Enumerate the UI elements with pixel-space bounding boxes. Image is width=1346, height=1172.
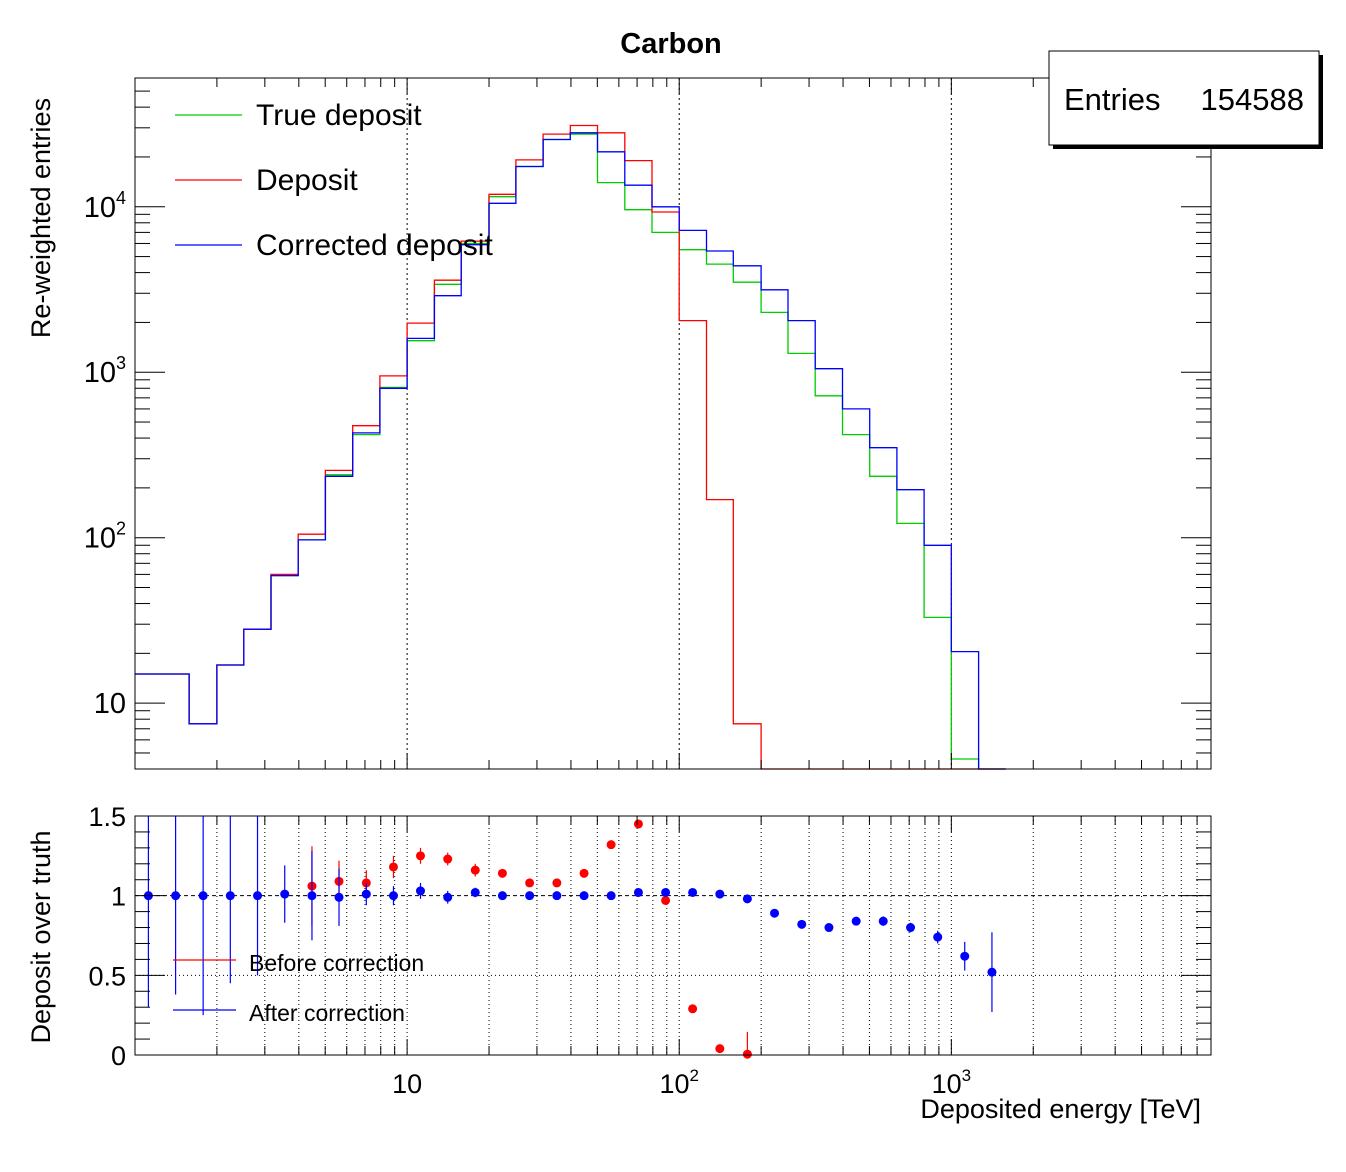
top-y-tick-label: 103 xyxy=(84,353,126,389)
top-axes: 10 102 103 104 xyxy=(84,77,1211,770)
bottom-plot-frame xyxy=(134,815,1212,1056)
data-point-1 xyxy=(960,951,970,961)
data-point-1 xyxy=(715,889,725,899)
data-point-1 xyxy=(579,891,589,901)
data-point-1 xyxy=(633,887,643,897)
data-point-0 xyxy=(388,862,398,872)
top-plot-frame xyxy=(134,77,1212,770)
data-point-1 xyxy=(987,967,997,977)
data-point-0 xyxy=(579,868,589,878)
bottom-legend-label-0: Before correction xyxy=(249,950,424,976)
data-point-1 xyxy=(742,894,752,904)
bottom-axes: 0 0.5 1 1.5 10 102 103 xyxy=(88,802,1211,1099)
data-point-1 xyxy=(171,891,181,901)
top-legend: True deposit Deposit Corrected deposit xyxy=(175,99,493,262)
bottom-y-axis-label: Deposit over truth xyxy=(26,830,56,1043)
top-panel: Carbon Re-weighted entries 10 102 103 104 T… xyxy=(26,28,1323,770)
bottom-legend: Before correction After correction xyxy=(173,950,424,1026)
data-point-0 xyxy=(688,1004,698,1014)
data-point-1 xyxy=(552,891,562,901)
data-point-1 xyxy=(824,923,834,933)
data-point-0 xyxy=(715,1044,725,1054)
data-point-0 xyxy=(552,878,562,888)
bottom-panel: Deposit over truth 0 0.5 1 1.5 10 102 103 Befo… xyxy=(26,802,1212,1124)
data-point-1 xyxy=(388,891,398,901)
top-y-tick-label: 102 xyxy=(84,519,126,555)
data-point-1 xyxy=(661,887,671,897)
data-point-0 xyxy=(742,1049,752,1059)
data-point-0 xyxy=(497,868,507,878)
data-point-1 xyxy=(497,891,507,901)
data-point-1 xyxy=(906,923,916,933)
stats-entries-value: 154588 xyxy=(1201,82,1304,117)
data-point-1 xyxy=(225,891,235,901)
top-series-line-2 xyxy=(135,132,1006,770)
bottom-y-tick-label: 1 xyxy=(111,882,126,912)
bottom-y-tick-label: 0 xyxy=(111,1041,126,1071)
x-tick-label: 10 xyxy=(392,1069,422,1099)
data-point-1 xyxy=(361,889,371,899)
data-point-1 xyxy=(470,887,480,897)
bottom-legend-label-1: After correction xyxy=(249,1000,405,1026)
data-point-1 xyxy=(416,886,426,896)
data-point-1 xyxy=(443,892,453,902)
data-point-1 xyxy=(280,889,290,899)
data-point-0 xyxy=(443,854,453,864)
stats-box: Entries 154588 xyxy=(1048,50,1323,149)
stats-box-frame xyxy=(1048,50,1320,146)
data-point-0 xyxy=(416,851,426,861)
top-legend-label-1: Deposit xyxy=(256,164,358,197)
chart-title: Carbon xyxy=(620,28,722,60)
stats-entries-label: Entries xyxy=(1064,82,1160,117)
data-point-1 xyxy=(688,887,698,897)
bottom-y-tick-label: 0.5 xyxy=(88,961,126,991)
data-point-1 xyxy=(606,891,616,901)
data-point-1 xyxy=(525,891,535,901)
bottom-grid xyxy=(135,816,1211,1055)
data-point-1 xyxy=(851,916,861,926)
top-legend-label-0: True deposit xyxy=(256,99,422,132)
data-point-0 xyxy=(525,878,535,888)
data-point-0 xyxy=(470,865,480,875)
data-point-1 xyxy=(770,908,780,918)
data-point-0 xyxy=(606,840,616,850)
x-tick-label: 103 xyxy=(932,1066,972,1099)
top-y-axis-label: Re-weighted entries xyxy=(26,98,56,338)
data-point-1 xyxy=(933,932,943,942)
data-point-1 xyxy=(198,891,208,901)
data-point-0 xyxy=(661,895,671,905)
top-y-tick-label: 10 xyxy=(94,688,126,720)
data-point-1 xyxy=(334,892,344,902)
data-point-0 xyxy=(633,819,643,829)
data-point-1 xyxy=(797,919,807,929)
x-axis-label: Deposited energy [TeV] xyxy=(920,1094,1201,1124)
x-tick-label: 102 xyxy=(659,1066,699,1099)
data-point-1 xyxy=(878,916,888,926)
top-y-tick-label: 104 xyxy=(84,188,126,224)
data-point-1 xyxy=(253,891,263,901)
data-point-1 xyxy=(307,891,317,901)
bottom-y-tick-label: 1.5 xyxy=(88,802,126,832)
top-legend-label-2: Corrected deposit xyxy=(256,229,493,262)
